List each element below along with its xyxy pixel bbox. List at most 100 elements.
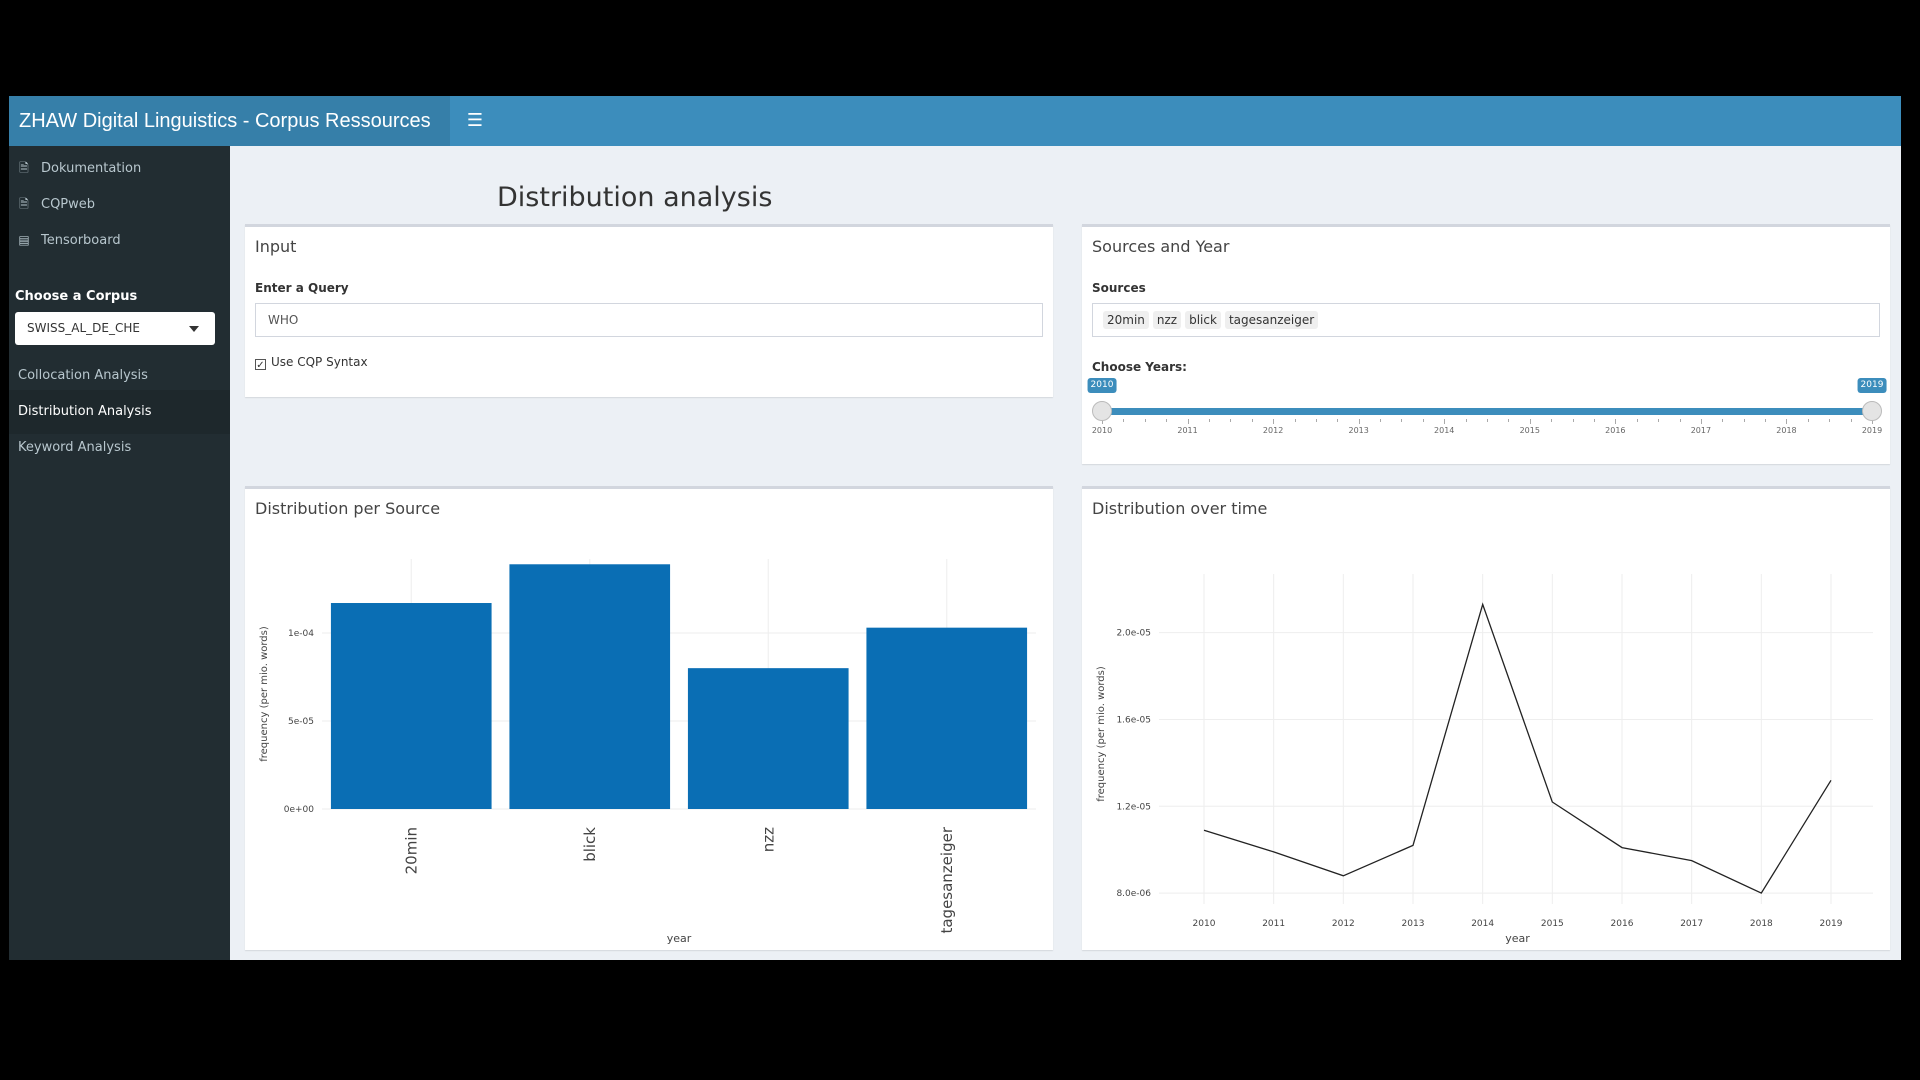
slider-tick [1337,419,1339,422]
slider-tick [1807,419,1809,422]
slider-tick [1850,419,1852,422]
slider-tick [1529,419,1531,424]
x-tick-label: 2017 [1680,919,1703,929]
source-tag[interactable]: nzz [1152,311,1182,329]
query-label: Enter a Query [255,281,349,295]
slider-tick [1829,419,1831,422]
year-range-slider[interactable]: 2010 2011 2012 2013 2014 2015 2016 2017 2018 2019… [1087,377,1887,437]
sidebar-item-keyword-analysis[interactable]: Keyword Analysis [9,426,230,470]
cqp-syntax-checkbox[interactable]: ✓ Use CQP Syntax [255,355,368,371]
slider-tick-label: 2011 [1177,426,1198,435]
slider-tick [1401,419,1403,422]
box-title: Input [255,237,297,256]
sidebar-item-label: Collocation Analysis [18,368,148,383]
slider-tick [1465,419,1467,422]
page-title: Distribution analysis [497,182,773,213]
source-tag[interactable]: tagesanzeiger [1224,311,1319,329]
slider-tick-label: 2010 [1091,426,1113,435]
slider-tick [1315,419,1317,422]
slider-tick [1273,419,1275,424]
y-axis-label: frequency (per mio. words) [259,626,270,762]
bars-icon: ☰ [466,110,484,131]
sidebar: 🗎 Dokumentation 🗎 CQPweb ▤ Tensorboard Choo… [9,146,230,960]
slider-tick [1208,419,1210,422]
x-tick-label: 20min [402,827,420,874]
sidebar-item-cqpweb[interactable]: 🗎 CQPweb [9,182,230,226]
x-axis-label: year [1505,932,1530,945]
sidebar-item-distribution-analysis[interactable]: Distribution Analysis [9,390,230,434]
slider-tick [1551,419,1553,422]
header-bar: ZHAW Digital Linguistics - Corpus Ressou… [9,96,1901,146]
slider-tick [1166,419,1168,422]
slider-from-handle[interactable] [1092,401,1112,421]
slider-tick [1765,419,1767,422]
slider-tick-label: 2017 [1690,426,1712,435]
corpus-select-value: SWISS_AL_DE_CHE [27,321,140,335]
slider-tick [1636,419,1638,422]
slider-tick [1679,419,1681,422]
sidebar-item-label: Distribution Analysis [18,404,152,419]
corpus-select[interactable]: SWISS_AL_DE_CHE [15,312,215,345]
slider-tick [1722,419,1724,422]
app-title[interactable]: ZHAW Digital Linguistics - Corpus Ressou… [9,96,450,146]
box-title: Distribution per Source [255,499,441,518]
source-tag[interactable]: blick [1185,311,1221,329]
file-icon: 🗎 [19,161,29,175]
y-tick-label: 1.2e-05 [1116,802,1151,812]
slider-tick [1294,419,1296,422]
x-tick-label: tagesanzeiger [938,826,956,933]
slider-to-handle[interactable] [1862,401,1882,421]
slider-tick [1658,419,1660,422]
time-distribution-box: Distribution over time 2010 2011 2012 2013 2… [1082,486,1890,950]
sidebar-item-collocation-analysis[interactable]: Collocation Analysis [9,354,230,398]
x-tick-label: blick [581,827,599,862]
slider-tick [1572,419,1574,422]
x-tick-label: 2019 [1820,919,1843,929]
bar [330,603,492,809]
y-tick-label: 1e-04 [288,629,314,639]
slider-tick-label: 2016 [1605,426,1626,435]
sidebar-item-label: Dokumentation [41,161,142,176]
bar-chart: 0e+00 5e-05 1e-04 20min blick nzz tagesanzeige… [259,559,1036,945]
series-line [1203,602,1832,894]
x-axis-label: year [667,932,692,945]
sidebar-item-dokumentation[interactable]: 🗎 Dokumentation [9,146,230,190]
source-tag[interactable]: 20min [1103,311,1149,329]
slider-tick [1144,419,1146,422]
slider-from-badge: 2010 [1087,378,1117,393]
cqp-syntax-label: Use CQP Syntax [271,355,368,369]
box-title: Sources and Year [1092,237,1230,256]
slider-tick-label: 2012 [1262,426,1284,435]
slider-tick [1872,419,1873,424]
slider-tick [1615,419,1617,424]
sidebar-item-tensorboard[interactable]: ▤ Tensorboard [9,218,230,262]
slider-tick [1487,419,1488,422]
sources-label: Sources [1092,281,1146,295]
slider-tick [1230,419,1232,422]
sources-select[interactable]: 20min nzz blick tagesanzeiger [1092,303,1880,337]
y-tick-label: 0e+00 [284,805,315,815]
slider-tick-label: 2014 [1434,426,1455,435]
sidebar-item-label: Tensorboard [41,233,121,248]
slider-tick-label: 2015 [1519,426,1540,435]
slider-track[interactable] [1102,408,1872,415]
caret-down-icon [189,326,199,332]
corpus-label: Choose a Corpus [15,289,138,304]
file-icon: 🗎 [19,197,29,211]
x-tick-label: nzz [759,827,777,852]
sources-year-box: Sources and Year Sources 20min nzz blick ta… [1082,224,1890,464]
chart-icon: ▤ [18,233,30,247]
y-axis-label: frequency (per mio. words) [1096,666,1107,802]
y-tick-label: 1.6e-05 [1116,715,1151,725]
sidebar-toggle-button[interactable]: ☰ [450,96,500,146]
years-label: Choose Years: [1092,360,1187,374]
y-tick-label: 2.0e-05 [1116,629,1151,639]
slider-tick [1743,419,1745,422]
slider-tick [1380,419,1382,422]
sidebar-item-label: CQPweb [41,197,96,212]
query-input[interactable]: WHO [255,303,1043,337]
slider-tick [1187,419,1189,424]
bar [866,627,1028,809]
x-tick-label: 2014 [1471,919,1494,929]
slider-tick [1358,419,1360,424]
